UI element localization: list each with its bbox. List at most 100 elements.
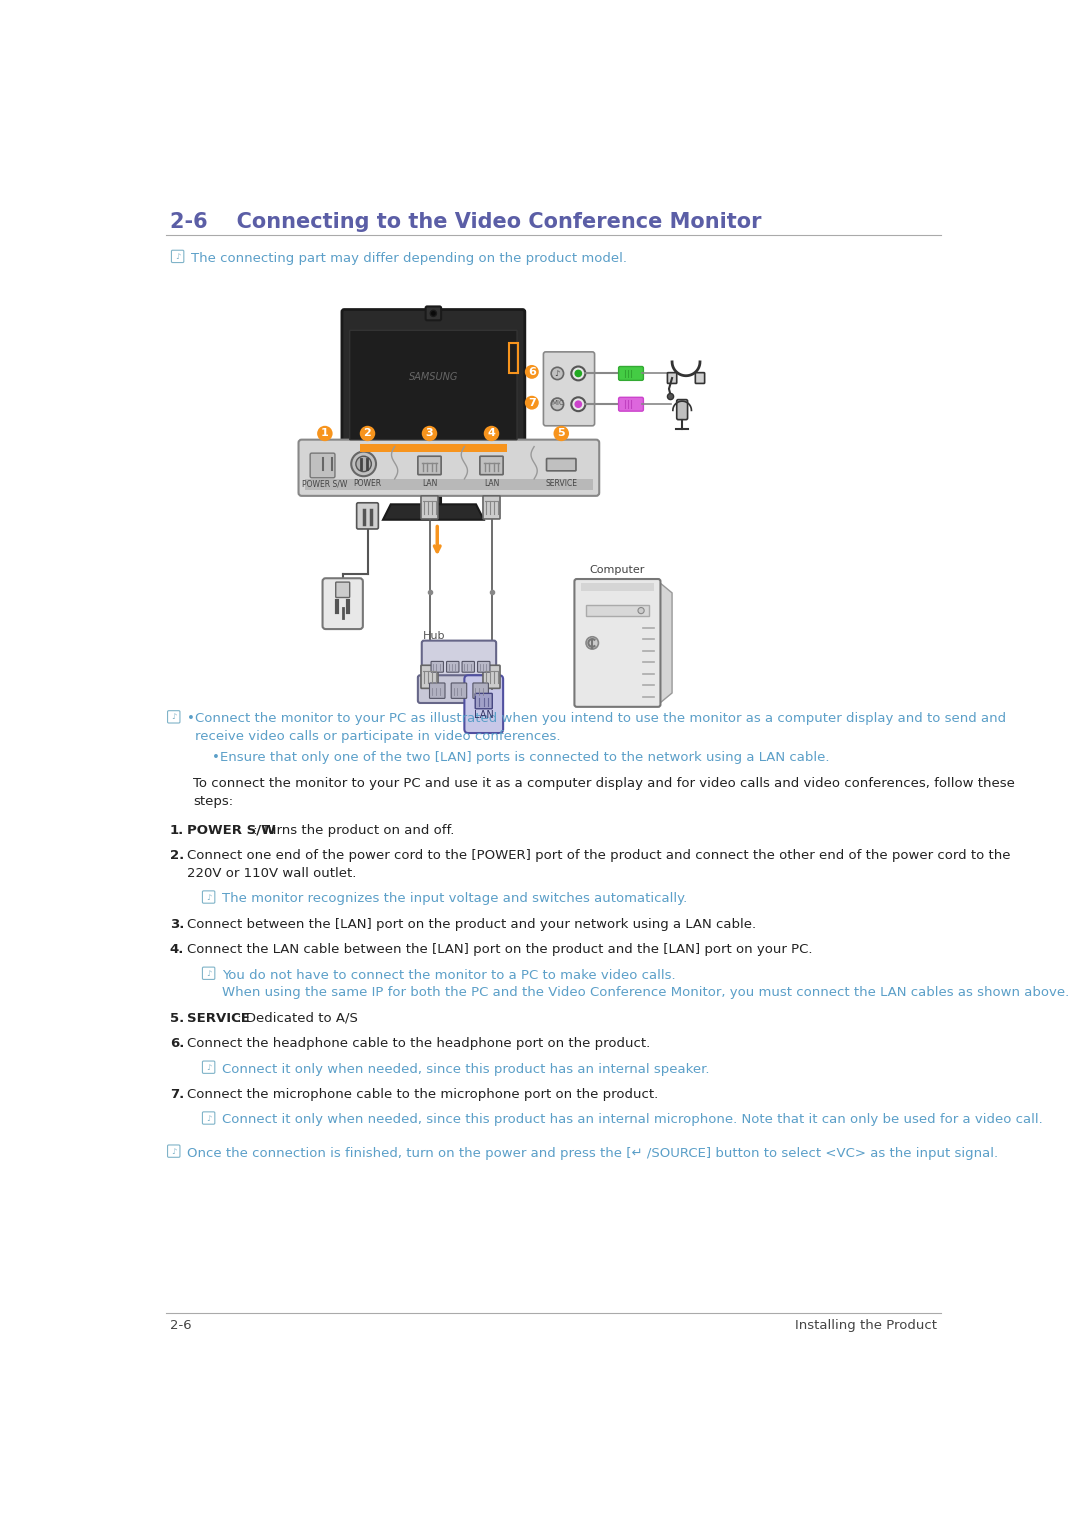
Text: 3.: 3. bbox=[170, 918, 185, 931]
FancyBboxPatch shape bbox=[483, 496, 500, 519]
Text: To connect the monitor to your PC and use it as a computer display and for video: To connect the monitor to your PC and us… bbox=[193, 777, 1015, 789]
FancyBboxPatch shape bbox=[667, 373, 677, 383]
Text: Hub: Hub bbox=[422, 631, 445, 641]
Text: 2: 2 bbox=[364, 429, 372, 438]
Bar bbox=[426, 458, 441, 504]
Circle shape bbox=[571, 366, 585, 380]
Text: The monitor recognizes the input voltage and switches automatically.: The monitor recognizes the input voltage… bbox=[221, 892, 687, 906]
Text: 4.: 4. bbox=[170, 944, 185, 956]
FancyBboxPatch shape bbox=[298, 440, 599, 496]
Text: POWER: POWER bbox=[353, 479, 381, 489]
Text: Connect it only when needed, since this product has an internal microphone. Note: Connect it only when needed, since this … bbox=[221, 1113, 1042, 1127]
Circle shape bbox=[575, 400, 582, 408]
FancyBboxPatch shape bbox=[426, 307, 441, 321]
FancyBboxPatch shape bbox=[430, 683, 445, 698]
Text: Connect the microphone cable to the microphone port on the product.: Connect the microphone cable to the micr… bbox=[187, 1089, 658, 1101]
Text: 220V or 110V wall outlet.: 220V or 110V wall outlet. bbox=[187, 867, 356, 880]
Text: Computer: Computer bbox=[590, 565, 645, 576]
Text: : Turns the product on and off.: : Turns the product on and off. bbox=[248, 825, 455, 837]
FancyBboxPatch shape bbox=[451, 683, 467, 698]
Text: Connect one end of the power cord to the [POWER] port of the product and connect: Connect one end of the power cord to the… bbox=[187, 849, 1011, 863]
FancyBboxPatch shape bbox=[356, 502, 378, 528]
FancyBboxPatch shape bbox=[172, 250, 184, 263]
Text: ♪: ♪ bbox=[171, 1147, 176, 1156]
Text: POWER S/W: POWER S/W bbox=[187, 825, 275, 837]
Circle shape bbox=[525, 395, 539, 409]
Text: •: • bbox=[187, 712, 194, 725]
Text: The connecting part may differ depending on the product model.: The connecting part may differ depending… bbox=[191, 252, 626, 264]
Text: 6.: 6. bbox=[170, 1037, 185, 1051]
Text: 7: 7 bbox=[528, 397, 536, 408]
Text: POWER S/W: POWER S/W bbox=[302, 479, 348, 489]
FancyBboxPatch shape bbox=[480, 457, 503, 475]
Bar bbox=[586, 605, 649, 615]
Text: Ensure that only one of the two [LAN] ports is connected to the network using a : Ensure that only one of the two [LAN] po… bbox=[220, 751, 829, 765]
Text: Connect between the [LAN] port on the product and your network using a LAN cable: Connect between the [LAN] port on the pr… bbox=[187, 918, 756, 931]
Text: 7.: 7. bbox=[170, 1089, 184, 1101]
Text: LAN: LAN bbox=[422, 479, 437, 489]
FancyBboxPatch shape bbox=[336, 582, 350, 597]
FancyBboxPatch shape bbox=[422, 641, 496, 680]
Circle shape bbox=[484, 426, 499, 441]
FancyBboxPatch shape bbox=[677, 400, 688, 420]
Text: receive video calls or participate in video conferences.: receive video calls or participate in vi… bbox=[194, 730, 561, 744]
FancyBboxPatch shape bbox=[421, 666, 438, 689]
Text: 4: 4 bbox=[487, 429, 496, 438]
FancyBboxPatch shape bbox=[619, 397, 644, 411]
Circle shape bbox=[422, 426, 437, 441]
Bar bbox=[509, 342, 517, 374]
FancyBboxPatch shape bbox=[477, 661, 490, 672]
FancyBboxPatch shape bbox=[167, 1145, 180, 1157]
FancyBboxPatch shape bbox=[310, 454, 335, 478]
Circle shape bbox=[551, 399, 564, 411]
Text: When using the same IP for both the PC and the Video Conference Monitor, you mus: When using the same IP for both the PC a… bbox=[221, 986, 1069, 999]
Text: LAN: LAN bbox=[484, 479, 499, 489]
FancyBboxPatch shape bbox=[619, 366, 644, 380]
Circle shape bbox=[575, 370, 582, 377]
Circle shape bbox=[360, 426, 375, 441]
Text: ♪: ♪ bbox=[206, 892, 212, 901]
Text: •: • bbox=[213, 751, 220, 765]
Text: 1: 1 bbox=[321, 429, 328, 438]
Text: ♪: ♪ bbox=[206, 968, 212, 977]
Text: ♪: ♪ bbox=[206, 1063, 212, 1072]
FancyBboxPatch shape bbox=[342, 310, 525, 461]
Text: ♪: ♪ bbox=[175, 252, 180, 261]
Polygon shape bbox=[383, 504, 484, 519]
FancyBboxPatch shape bbox=[421, 496, 438, 519]
Circle shape bbox=[586, 637, 598, 649]
FancyBboxPatch shape bbox=[418, 675, 500, 702]
Text: 1.: 1. bbox=[170, 825, 184, 837]
FancyBboxPatch shape bbox=[202, 890, 215, 902]
Text: Once the connection is finished, turn on the power and press the [↵ /SOURCE] but: Once the connection is finished, turn on… bbox=[187, 1147, 998, 1159]
FancyBboxPatch shape bbox=[202, 1112, 215, 1124]
Text: LAN: LAN bbox=[474, 710, 494, 719]
FancyBboxPatch shape bbox=[202, 967, 215, 979]
Text: 2.: 2. bbox=[170, 849, 184, 863]
Text: 2-6    Connecting to the Video Conference Monitor: 2-6 Connecting to the Video Conference M… bbox=[170, 212, 761, 232]
FancyBboxPatch shape bbox=[350, 330, 517, 440]
FancyBboxPatch shape bbox=[462, 661, 474, 672]
Circle shape bbox=[356, 457, 372, 472]
Circle shape bbox=[667, 394, 674, 400]
Circle shape bbox=[551, 368, 564, 380]
Bar bbox=[305, 479, 593, 490]
Text: Connect the headphone cable to the headphone port on the product.: Connect the headphone cable to the headp… bbox=[187, 1037, 650, 1051]
Text: You do not have to connect the monitor to a PC to make video calls.: You do not have to connect the monitor t… bbox=[221, 968, 675, 982]
Text: steps:: steps: bbox=[193, 794, 233, 808]
FancyBboxPatch shape bbox=[473, 683, 488, 698]
Text: ♪: ♪ bbox=[171, 713, 176, 721]
FancyBboxPatch shape bbox=[167, 710, 180, 722]
Circle shape bbox=[351, 452, 376, 476]
Text: 3: 3 bbox=[426, 429, 433, 438]
Text: : Dedicated to A/S: : Dedicated to A/S bbox=[233, 1012, 359, 1025]
Text: Installing the Product: Installing the Product bbox=[795, 1319, 937, 1332]
FancyBboxPatch shape bbox=[483, 666, 500, 689]
Polygon shape bbox=[658, 582, 672, 704]
Text: Connect the monitor to your PC as illustrated when you intend to use the monitor: Connect the monitor to your PC as illust… bbox=[194, 712, 1005, 725]
Text: SERVICE: SERVICE bbox=[545, 479, 577, 489]
FancyBboxPatch shape bbox=[446, 661, 459, 672]
FancyBboxPatch shape bbox=[543, 351, 595, 426]
Circle shape bbox=[554, 426, 569, 441]
Circle shape bbox=[318, 426, 333, 441]
